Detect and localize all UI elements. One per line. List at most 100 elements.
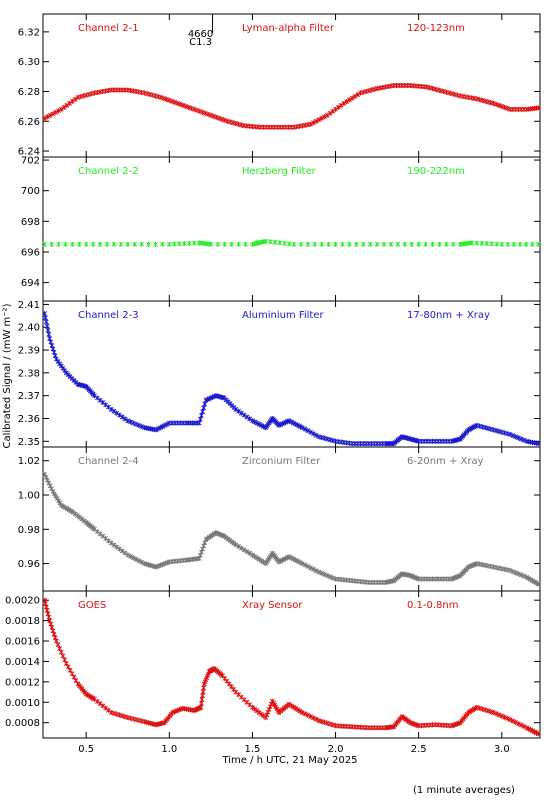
data-point: [477, 705, 482, 711]
data-point: [125, 241, 131, 247]
data-point: [43, 315, 48, 321]
data-point: [42, 115, 48, 121]
flare-id-label: 4660: [188, 29, 213, 40]
data-point: [215, 241, 221, 247]
panel-band-label: 17-80nm + Xray: [407, 310, 490, 321]
panel-filter-label: Xray Sensor: [242, 600, 303, 611]
data-point: [299, 709, 305, 715]
data-point: [64, 102, 70, 108]
data-point: [216, 115, 222, 121]
data-point: [316, 718, 322, 724]
panel-band-label: 0.1-0.8nm: [407, 600, 459, 611]
data-point: [76, 241, 82, 247]
data-point: [319, 718, 325, 724]
data-point: [499, 713, 505, 719]
y-tick-label: 0.0008: [5, 718, 40, 729]
data-point: [208, 241, 214, 247]
data-point: [139, 423, 144, 429]
data-point: [480, 706, 485, 712]
data-point: [263, 238, 269, 244]
data-point: [493, 711, 499, 717]
data-point: [535, 581, 541, 587]
data-point: [44, 323, 50, 329]
data-point: [43, 319, 49, 325]
data-point: [108, 406, 114, 412]
data-point: [308, 429, 313, 435]
panel-channel-label: Channel 2-3: [78, 310, 139, 321]
y-tick-label: 2.41: [18, 300, 40, 311]
data-point: [507, 431, 513, 437]
y-tick-label: 700: [21, 186, 40, 197]
data-point: [200, 689, 206, 695]
data-point: [505, 241, 511, 247]
data-point: [214, 114, 219, 120]
data-point: [482, 707, 488, 713]
y-tick-label: 6.30: [18, 57, 40, 68]
y-tick-label: 2.40: [18, 323, 40, 334]
data-point: [133, 556, 139, 562]
data-point: [139, 559, 144, 565]
data-point: [437, 241, 442, 247]
data-point: [70, 241, 75, 247]
y-tick-label: 1.02: [18, 456, 40, 467]
data-point: [484, 241, 490, 247]
data-point: [510, 718, 516, 724]
y-tick-label: 0.0010: [5, 698, 40, 709]
data-point: [327, 721, 333, 727]
data-point: [305, 428, 311, 434]
data-point: [103, 402, 108, 408]
data-point: [488, 709, 494, 715]
data-point: [333, 241, 338, 247]
data-point: [316, 117, 322, 123]
panel-filter-label: Aluminium Filter: [242, 310, 325, 321]
y-tick-label: 694: [21, 278, 40, 289]
data-point: [211, 113, 217, 119]
data-point: [244, 414, 250, 420]
data-point: [97, 701, 103, 707]
data-point: [504, 715, 510, 721]
data-point: [161, 95, 167, 101]
x-tick-label: 3.0: [494, 744, 510, 755]
y-tick-label: 0.0014: [5, 657, 40, 668]
footnote: (1 minute averages): [413, 785, 515, 796]
data-point: [330, 722, 336, 728]
data-point: [494, 241, 500, 247]
data-point: [166, 97, 172, 103]
data-point: [322, 114, 327, 120]
data-point: [119, 713, 125, 719]
data-point: [202, 110, 208, 116]
data-point: [49, 241, 54, 247]
data-point: [104, 241, 110, 247]
data-point: [535, 441, 541, 447]
y-tick-label: 0.96: [18, 559, 40, 570]
data-point: [158, 94, 164, 100]
data-point: [191, 106, 197, 112]
data-point: [302, 562, 308, 568]
data-point: [46, 614, 52, 620]
data-point: [277, 240, 283, 246]
data-point: [518, 572, 524, 578]
data-point: [311, 566, 316, 572]
data-point: [103, 535, 108, 541]
data-point: [305, 563, 311, 569]
data-point: [288, 703, 294, 709]
data-point: [322, 719, 327, 725]
data-point: [247, 416, 253, 422]
data-point: [106, 538, 111, 544]
data-point: [360, 241, 366, 247]
data-point: [125, 418, 131, 424]
panel-band-label: 120-123nm: [407, 23, 465, 34]
data-point: [308, 565, 313, 571]
data-point: [222, 117, 228, 123]
data-point: [205, 111, 211, 117]
data-point: [286, 701, 292, 707]
data-point: [330, 108, 336, 114]
data-point: [535, 105, 541, 111]
data-point: [233, 406, 239, 412]
data-point: [529, 241, 535, 247]
data-point: [241, 412, 247, 418]
data-point: [252, 553, 258, 559]
data-point: [189, 105, 194, 111]
data-point: [518, 436, 524, 442]
